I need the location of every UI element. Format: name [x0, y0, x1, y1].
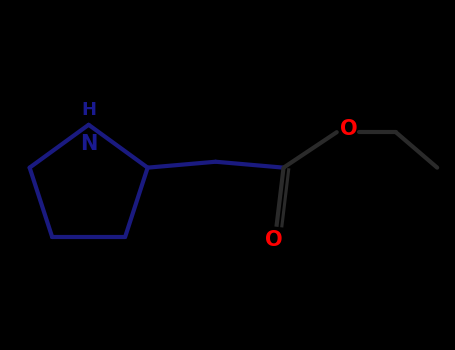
Text: N: N — [80, 134, 97, 154]
Text: H: H — [81, 101, 96, 119]
Text: O: O — [265, 230, 282, 250]
Text: O: O — [340, 119, 357, 139]
